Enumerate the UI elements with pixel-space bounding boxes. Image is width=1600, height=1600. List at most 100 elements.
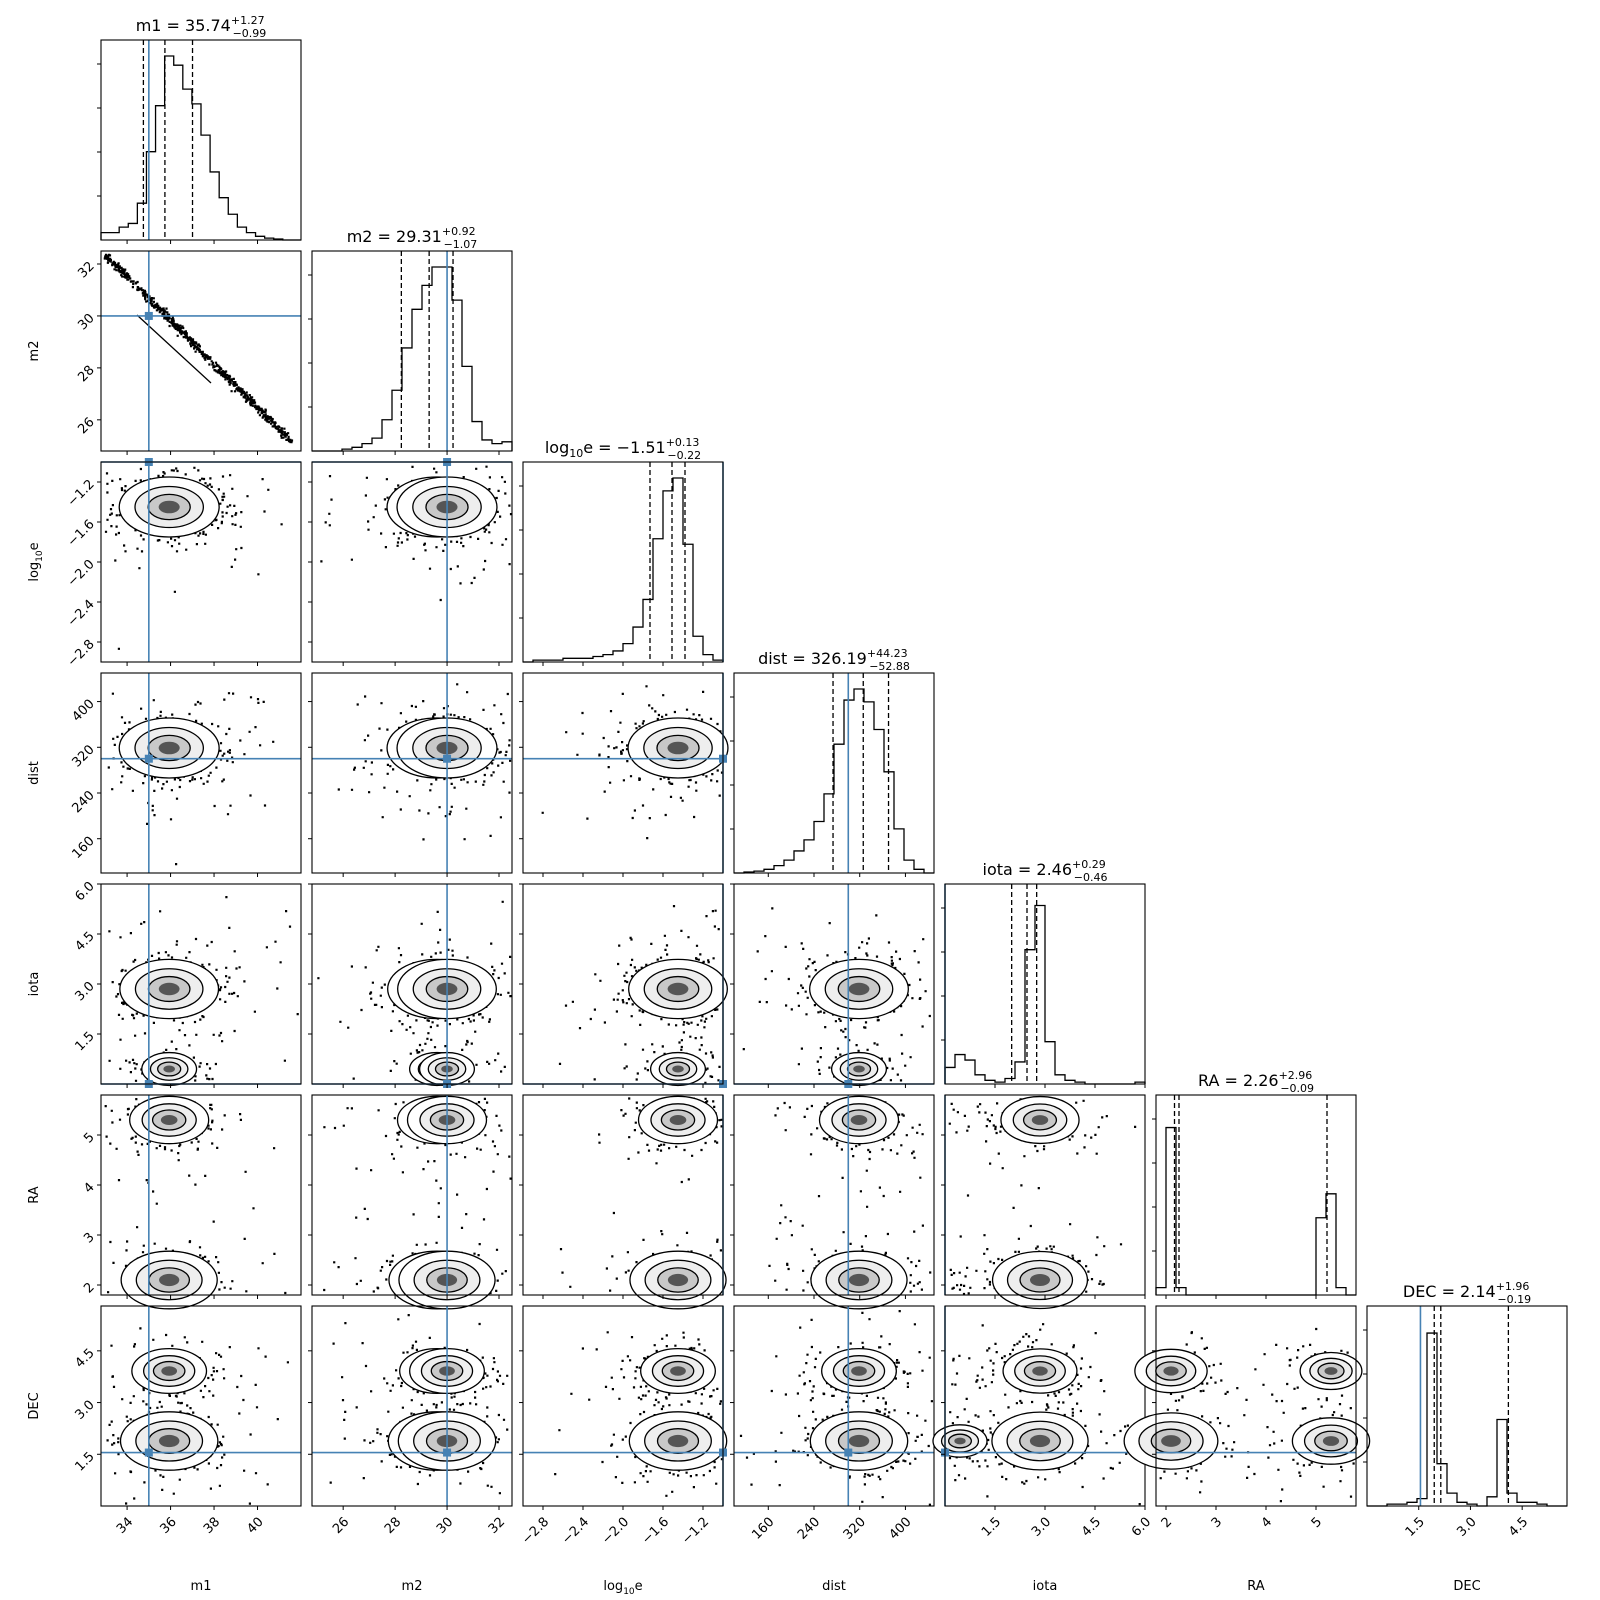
scatter-points-dist-DEC bbox=[739, 1310, 933, 1506]
panel-frame bbox=[1155, 1305, 1357, 1507]
panel-m2-vs-log10e bbox=[308, 458, 513, 666]
x-axis-label-log10e: log10e bbox=[603, 1579, 642, 1597]
density-contour-log10e-RA bbox=[667, 1273, 689, 1287]
panel-title-iota: iota = 2.46+0.29 −0.46 bbox=[983, 858, 1108, 884]
panel-frame bbox=[944, 1305, 1146, 1507]
ytick-label-DEC: 4.5 bbox=[72, 1346, 97, 1371]
panel-log10e-hist: log10e = −1.51+0.13 −0.22 bbox=[519, 436, 724, 666]
density-contour-dist-iota bbox=[853, 1065, 865, 1073]
y-axis-label-RA: RA bbox=[27, 1186, 42, 1204]
xtick-label-iota: 6.0 bbox=[1129, 1515, 1154, 1540]
ytick-label-dist: 320 bbox=[69, 742, 97, 770]
ytick-label-RA: 5 bbox=[81, 1130, 97, 1146]
density-contour-RA-DEC bbox=[1322, 1436, 1340, 1446]
panel-frame bbox=[311, 1305, 513, 1507]
xtick-label-RA: 3 bbox=[1209, 1515, 1225, 1531]
panel-title-m1: m1 = 35.74+1.27 −0.99 bbox=[136, 14, 267, 40]
panel-m1-vs-m2 bbox=[97, 250, 302, 455]
ytick-label-dist: 160 bbox=[69, 834, 97, 862]
panel-RA-hist: RA = 2.26+2.96 −0.09 bbox=[1152, 1069, 1357, 1299]
ytick-label-m2: 30 bbox=[75, 311, 97, 333]
panel-dist-vs-DEC bbox=[730, 1305, 935, 1510]
ytick-label-dist: 400 bbox=[69, 697, 97, 725]
density-contour-log10e-RA bbox=[669, 1115, 687, 1125]
density-contour-m1-iota bbox=[158, 982, 180, 996]
panel-frame bbox=[100, 39, 302, 241]
panel-frame bbox=[1155, 1094, 1357, 1296]
xtick-label-DEC: 1.5 bbox=[1403, 1515, 1428, 1540]
panel-frame bbox=[100, 250, 302, 452]
density-contour-m1-DEC bbox=[161, 1366, 178, 1376]
xtick-label-dist: 240 bbox=[795, 1515, 823, 1543]
panel-iota-vs-RA bbox=[941, 1094, 1146, 1310]
xtick-label-DEC: 3.0 bbox=[1454, 1515, 1479, 1540]
panel-title-dist: dist = 326.19+44.23 −52.88 bbox=[758, 647, 910, 673]
truth-marker bbox=[144, 1448, 153, 1457]
histogram-m1 bbox=[100, 55, 301, 241]
panel-iota-vs-DEC bbox=[932, 1305, 1146, 1510]
density-contour-m1-RA bbox=[160, 1115, 178, 1125]
ytick-label-log10e: −2.4 bbox=[65, 597, 98, 630]
panel-frame bbox=[944, 883, 1146, 1085]
truth-marker bbox=[144, 311, 153, 320]
truth-marker bbox=[844, 1448, 853, 1457]
density-contour-log10e-DEC bbox=[670, 1366, 686, 1376]
panel-frame bbox=[733, 1305, 935, 1507]
panel-frame bbox=[311, 1094, 513, 1296]
xtick-label-RA: 2 bbox=[1159, 1515, 1175, 1531]
panel-frame bbox=[522, 1305, 724, 1507]
y-axis-label-iota: iota bbox=[27, 972, 42, 997]
y-axis-label-log10e: log10e bbox=[27, 542, 45, 581]
panel-log10e-vs-iota bbox=[519, 883, 728, 1088]
density-contour-RA-DEC bbox=[1163, 1366, 1179, 1376]
xtick-label-iota: 3.0 bbox=[1029, 1515, 1054, 1540]
density-contour-log10e-DEC bbox=[667, 1434, 689, 1448]
histogram-DEC bbox=[1367, 1332, 1567, 1507]
xtick-label-m2: 30 bbox=[434, 1515, 456, 1537]
panel-frame bbox=[522, 1094, 724, 1296]
x-axis-label-RA: RA bbox=[1247, 1579, 1265, 1594]
panel-log10e-vs-RA bbox=[519, 1094, 727, 1310]
density-contour-dist-DEC bbox=[851, 1366, 867, 1376]
panel-dist-vs-RA bbox=[730, 1094, 935, 1310]
density-contour-iota-DEC bbox=[954, 1437, 966, 1445]
xtick-label-log10e: −1.2 bbox=[679, 1515, 712, 1548]
panel-frame bbox=[944, 1094, 1146, 1296]
panel-m1-vs-iota bbox=[97, 883, 302, 1088]
histogram-RA bbox=[1155, 1126, 1356, 1296]
ytick-label-RA: 4 bbox=[81, 1180, 97, 1196]
density-contour-m1-log10e bbox=[158, 500, 180, 514]
panel-frame bbox=[100, 883, 302, 1085]
histogram-dist bbox=[734, 688, 934, 874]
ytick-label-iota: 1.5 bbox=[72, 1029, 97, 1054]
panel-m1-vs-RA bbox=[97, 1094, 302, 1310]
ytick-label-iota: 3.0 bbox=[72, 979, 97, 1004]
panel-log10e-vs-dist bbox=[519, 672, 729, 877]
ytick-label-log10e: −2.0 bbox=[65, 557, 98, 590]
density-contour-log10e-iota bbox=[672, 1065, 684, 1073]
panel-frame bbox=[100, 1305, 302, 1507]
panel-frame bbox=[311, 250, 513, 452]
xtick-label-dist: 400 bbox=[886, 1515, 914, 1543]
panel-frame bbox=[522, 672, 724, 874]
xtick-label-m2: 26 bbox=[330, 1515, 352, 1537]
x-axis-label-m1: m1 bbox=[191, 1579, 212, 1594]
density-contour-RA-DEC bbox=[1324, 1367, 1338, 1375]
xtick-label-dist: 160 bbox=[749, 1515, 777, 1543]
xtick-label-log10e: −2.8 bbox=[519, 1515, 552, 1548]
panel-frame bbox=[100, 1094, 302, 1296]
truth-marker bbox=[443, 1448, 452, 1457]
panel-title-m2: m2 = 29.31+0.92 −1.07 bbox=[347, 225, 478, 251]
y-axis-label-dist: dist bbox=[27, 761, 42, 785]
scatter-points-m1-m2 bbox=[103, 253, 294, 444]
panel-frame bbox=[311, 461, 513, 663]
ytick-label-m2: 26 bbox=[75, 415, 97, 437]
histogram-log10e bbox=[523, 477, 724, 663]
density-contour-log10e-dist bbox=[667, 741, 689, 755]
xtick-label-m1: 34 bbox=[114, 1515, 136, 1537]
panel-log10e-vs-DEC bbox=[519, 1305, 728, 1510]
y-axis-label-m2: m2 bbox=[27, 341, 42, 362]
x-axis-label-DEC: DEC bbox=[1453, 1579, 1480, 1594]
panel-frame bbox=[1366, 1305, 1568, 1507]
